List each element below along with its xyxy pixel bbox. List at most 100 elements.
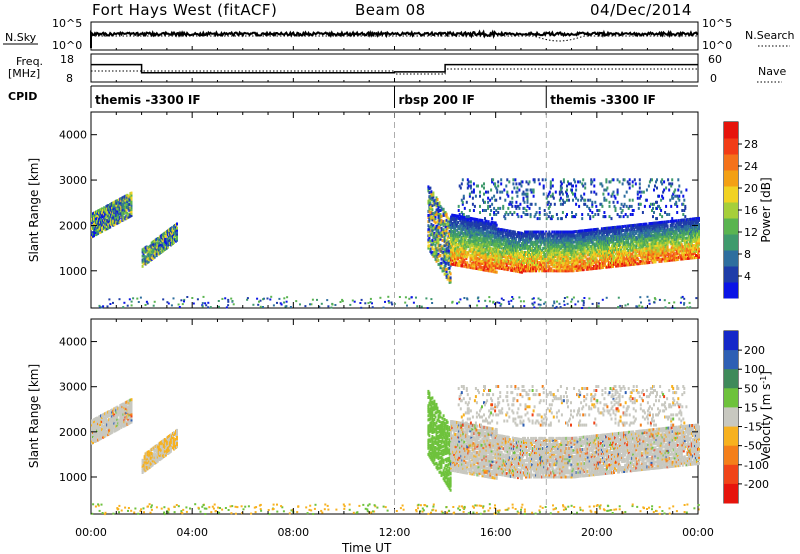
power-cell	[467, 251, 470, 255]
power-cell	[485, 305, 488, 308]
power-cell	[430, 192, 433, 196]
power-cell	[500, 265, 503, 268]
power-cell	[103, 222, 106, 226]
power-cell	[496, 264, 499, 268]
power-cell	[569, 269, 572, 273]
power-cell	[433, 254, 436, 258]
power-cell	[478, 224, 481, 228]
power-cell	[519, 256, 522, 260]
power-cell	[130, 191, 133, 195]
power-cell	[130, 195, 133, 199]
power-cell	[572, 296, 575, 299]
power-cell	[448, 240, 451, 244]
power-cell	[445, 255, 448, 259]
power-cell	[497, 262, 500, 266]
power-cell	[461, 264, 464, 268]
power-cell	[485, 236, 488, 240]
power-cell	[587, 251, 590, 255]
power-cell	[533, 306, 536, 309]
power-cell	[531, 246, 534, 250]
power-cell	[667, 220, 670, 224]
power-cell	[485, 246, 488, 250]
power-cell	[567, 230, 570, 234]
power-cell	[510, 252, 513, 256]
power-cell	[608, 249, 610, 252]
power-cell	[442, 258, 445, 262]
power-cell	[577, 252, 580, 256]
power-cell	[601, 249, 604, 253]
power-cell	[500, 244, 503, 248]
power-cell	[562, 263, 565, 267]
power-cell	[494, 225, 497, 229]
power-cell	[476, 242, 479, 246]
date-label: 04/Dec/2014	[590, 1, 692, 19]
power-cell	[648, 302, 651, 305]
power-cell	[576, 262, 579, 266]
power-cell	[606, 228, 609, 232]
power-cell	[514, 238, 517, 242]
power-cell	[304, 305, 307, 308]
power-cell	[132, 297, 135, 300]
power-cell	[438, 219, 441, 223]
power-cell	[569, 265, 572, 269]
power-cell	[526, 246, 528, 250]
power-cell	[597, 305, 600, 308]
power-cell	[130, 212, 133, 215]
power-cell	[605, 247, 608, 251]
power-cell	[225, 306, 228, 309]
power-cell	[575, 254, 578, 258]
power-cell	[108, 298, 111, 301]
power-cell	[130, 205, 133, 209]
power-cell	[468, 304, 471, 307]
power-cell	[515, 247, 518, 251]
power-cell	[428, 191, 431, 195]
power-cell	[432, 211, 435, 215]
power-cell	[431, 198, 434, 201]
power-cell	[450, 221, 453, 225]
power-cell	[502, 247, 505, 250]
noise-right-tick-bottom: 10^0	[702, 39, 732, 52]
power-cell	[466, 261, 469, 265]
power-cell	[276, 301, 278, 304]
power-cell	[617, 306, 620, 309]
power-cell	[446, 273, 449, 277]
power-cell	[478, 236, 481, 240]
power-cell	[539, 246, 542, 250]
power-cell	[427, 246, 430, 250]
power-cell	[172, 230, 175, 234]
power-cell	[262, 306, 264, 308]
power-cell	[450, 217, 453, 221]
power-cell	[622, 225, 625, 229]
power-cell	[462, 252, 465, 256]
power-cell	[481, 247, 484, 251]
power-cell	[442, 228, 445, 232]
power-cell	[588, 259, 591, 263]
power-cell	[283, 297, 286, 300]
power-cell	[553, 261, 556, 265]
power-cell	[283, 301, 286, 304]
power-cell	[440, 233, 443, 237]
power-cell	[567, 259, 570, 263]
power-cell	[438, 203, 441, 207]
power-cell	[455, 261, 458, 265]
power-cell	[580, 233, 583, 237]
power-cell	[572, 232, 575, 236]
power-cell	[476, 259, 479, 262]
power-cell	[688, 301, 691, 304]
power-cell	[522, 236, 524, 240]
power-cell	[207, 301, 210, 304]
power-cell	[536, 267, 539, 271]
power-cell	[580, 239, 583, 243]
power-cell	[532, 303, 535, 306]
power-cell	[524, 238, 526, 242]
power-cell	[686, 306, 689, 309]
power-cell	[204, 302, 207, 305]
power-cell	[502, 255, 505, 259]
power-cell	[553, 236, 556, 240]
power-cell	[485, 256, 488, 260]
power-cell	[648, 261, 651, 264]
power-cell	[486, 236, 489, 240]
power-cell	[571, 248, 574, 252]
power-cell	[320, 302, 323, 305]
power-cell	[452, 262, 455, 266]
